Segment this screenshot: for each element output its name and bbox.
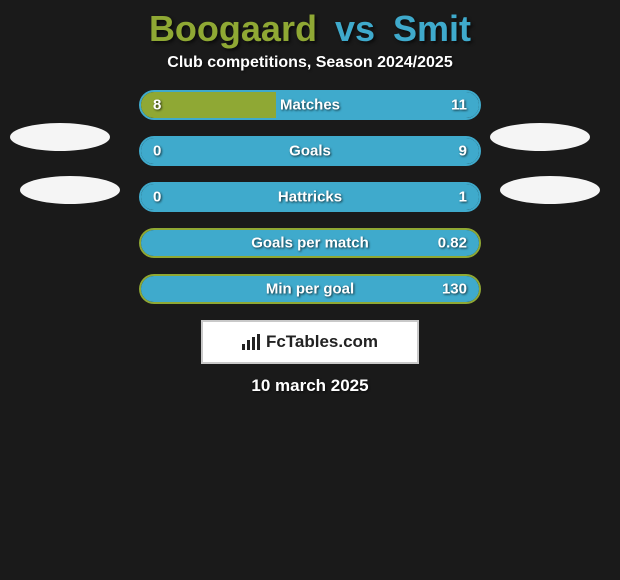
value-right: 11 — [451, 97, 467, 114]
bar-row: Goals per match 0.82 — [139, 228, 481, 258]
chart-icon — [242, 334, 262, 350]
comparison-bars: 8 Matches 11 0 Goals 9 0 Hattricks 1 Goals per ma… — [139, 90, 481, 304]
vs-label: vs — [335, 8, 375, 49]
crest-ellipse — [490, 123, 590, 151]
title: Boogaard vs Smit — [0, 0, 620, 54]
metric-label: Hattricks — [278, 189, 342, 206]
subtitle: Club competitions, Season 2024/2025 — [0, 54, 620, 72]
bar-row: 0 Hattricks 1 — [139, 182, 481, 212]
bar-row: 8 Matches 11 — [139, 90, 481, 120]
metric-label: Matches — [280, 97, 340, 114]
logo-label: FcTables.com — [266, 332, 378, 352]
bar-row: Min per goal 130 — [139, 274, 481, 304]
value-right: 9 — [459, 143, 467, 160]
metric-label: Min per goal — [266, 281, 354, 298]
bar-row: 0 Goals 9 — [139, 136, 481, 166]
logo-text: FcTables.com — [242, 332, 378, 352]
value-right: 130 — [442, 281, 467, 298]
comparison-card: Boogaard vs Smit Club competitions, Seas… — [0, 0, 620, 396]
player1-name: Boogaard — [149, 8, 317, 49]
crest-ellipse — [500, 176, 600, 204]
crest-ellipse — [10, 123, 110, 151]
value-right: 1 — [459, 189, 467, 206]
value-right: 0.82 — [438, 235, 467, 252]
date: 10 march 2025 — [0, 376, 620, 396]
metric-label: Goals per match — [251, 235, 369, 252]
value-left: 0 — [153, 189, 161, 206]
value-left: 8 — [153, 97, 161, 114]
crest-ellipse — [20, 176, 120, 204]
player2-name: Smit — [393, 8, 471, 49]
metric-label: Goals — [289, 143, 331, 160]
value-left: 0 — [153, 143, 161, 160]
logo-box: FcTables.com — [201, 320, 419, 364]
